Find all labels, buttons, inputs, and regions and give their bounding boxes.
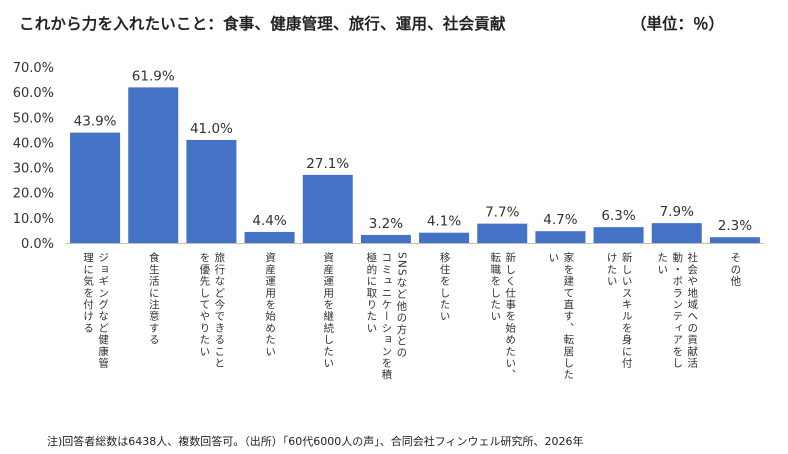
y-tick-label: 70.0% [13,61,54,76]
category-label-line: 動・ボランティアをし [671,252,684,369]
chart-title: これから力を入れたいこと：食事、健康管理、旅行、運用、社会貢献 [19,15,506,33]
bar [360,234,411,243]
unit-label: （単位：％） [631,15,725,33]
category-label-line: コミュニケーションを積 [380,252,393,381]
category-label-line: たい [656,252,669,276]
bar-value-label: 3.2% [369,216,403,232]
category-label-line: 資産運用を始めたい [264,252,277,358]
bar [70,132,121,243]
y-tick-label: 50.0% [13,111,54,126]
category-label-line: その他 [729,252,742,288]
category-label: 資産運用を始めたい [262,252,277,422]
bar-value-label: 61.9% [132,68,175,84]
bar-value-label: 7.9% [660,204,694,220]
category-label-line: 資産運用を継続したい [322,252,335,369]
bar [535,231,586,243]
bar [477,223,528,243]
y-tick-label: 20.0% [13,187,54,202]
bar [128,87,179,243]
y-tick-label: 0.0% [21,237,54,252]
category-label-line: を優先してやりたい [198,252,211,358]
bar-value-label: 41.0% [190,121,233,137]
category-label: SNSなど他の方との コミュニケーションを積 極的に取りたい [363,252,408,422]
category-label-line: 旅行など今できること [213,252,226,369]
category-label-line: ジョギングなど健康管 [97,252,110,369]
bar-value-label: 4.1% [427,214,461,230]
category-label-line: 新しく仕事を始めたい、 [504,252,517,381]
bar [709,237,760,243]
y-tick-label: 60.0% [13,86,54,101]
category-label-line: けたい [605,252,618,288]
category-label: 旅行など今できること を優先してやりたい [196,252,226,422]
bar [302,174,353,243]
category-label-line: 新しいスキルを身に付 [620,252,633,369]
bar-value-label: 43.9% [74,114,117,130]
footnote: 注)回答者総数は6438人、複数回答可。（出所）「60代6000人の声」、合同会… [47,435,584,448]
category-label-line: 社会や地域への貢献活 [686,252,699,369]
category-label-line: 移住をしたい [438,252,451,323]
bar-value-label: 7.7% [485,205,519,221]
category-label-line: 家を建て直す、転居した [562,252,575,381]
category-label: 新しいスキルを身に付 けたい [604,252,634,422]
bar [593,227,644,243]
y-tick-label: 30.0% [13,162,54,177]
category-label: 社会や地域への貢献活 動・ボランティアをし たい [654,252,699,422]
category-label-line: い [547,252,560,264]
category-label-line: 理に気を付ける [82,252,95,334]
category-label: ジョギングなど健康管 理に気を付ける [80,252,110,422]
category-label-line: 極的に取りたい [365,252,378,334]
bar [419,232,470,243]
category-label: 家を建て直す、転居したい [545,252,575,422]
category-label-line: SNSなど他の方との [395,252,408,359]
category-label: その他 [727,252,742,422]
bar-value-label: 4.7% [543,212,577,228]
category-label: 移住をしたい [437,252,452,422]
category-label: 食生活に注意する [146,252,161,422]
bar-value-label: 2.3% [718,218,752,234]
bar-value-label: 6.3% [601,208,635,224]
bar [651,223,702,243]
category-label: 資産運用を継続したい [320,252,335,422]
y-tick-label: 10.0% [13,212,54,227]
bar-value-label: 27.1% [306,156,349,172]
bar-value-label: 4.4% [252,213,286,229]
y-tick-label: 40.0% [13,136,54,151]
bar [244,231,295,243]
category-label: 新しく仕事を始めたい、 転職をしたい [487,252,517,422]
bar [186,139,237,243]
category-label-line: 食生活に注意する [147,252,160,346]
category-label-line: 転職をしたい [489,252,502,323]
